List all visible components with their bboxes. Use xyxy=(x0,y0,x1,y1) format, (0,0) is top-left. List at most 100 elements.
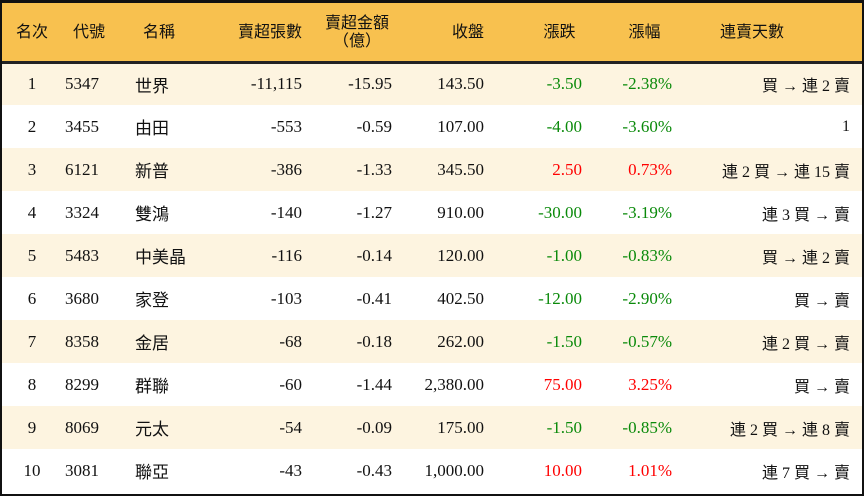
cell-name: 聯亞 xyxy=(135,463,169,482)
table-row[interactable]: 10 3081 聯亞 -43 -0.43 1,000.00 10.00 1.01% 連 7 買 … xyxy=(2,449,862,492)
header-name: 名稱 xyxy=(143,21,176,41)
header-change-pct: 漲幅 xyxy=(628,21,661,41)
table-row[interactable]: 4 3324 雙鴻 -140 -1.27 910.00 -30.00 -3.19% 連 3 買 … xyxy=(2,191,862,234)
cell-change: -1.50 xyxy=(546,417,582,437)
table-row[interactable]: 8 8299 群聯 -60 -1.44 2,380.00 75.00 3.25% 買 → 賣 xyxy=(2,363,862,406)
cell-close: 910.00 xyxy=(437,202,484,222)
cell-code: 6121 xyxy=(65,159,99,179)
cell-code: 3081 xyxy=(65,460,99,480)
cell-change-pct: -0.57% xyxy=(622,331,672,351)
cell-close: 120.00 xyxy=(437,245,484,265)
cell-net-sell-amount: -0.09 xyxy=(356,417,392,437)
cell-change: -4.00 xyxy=(546,116,582,136)
header-row: 名次 代號 名稱 賣超張數 賣超金額 （億） 收盤 漲跌 漲幅 連賣天數 xyxy=(2,3,862,62)
table-row[interactable]: 7 8358 金居 -68 -0.18 262.00 -1.50 -0.57% 連 2 買 → … xyxy=(2,320,862,363)
cell-rank: 2 xyxy=(27,116,37,136)
cell-name: 元太 xyxy=(135,420,169,439)
cell-net-sell-amount: -0.43 xyxy=(356,460,392,480)
header-net-sell-amount: 賣超金額 （億） xyxy=(302,3,392,62)
cell-close: 1,000.00 xyxy=(424,460,485,480)
header-net-sell-lots: 賣超張數 xyxy=(237,21,302,41)
cell-net-sell-amount: -0.59 xyxy=(356,116,392,136)
cell-net-sell-amount: -15.95 xyxy=(348,74,392,94)
table-row[interactable]: 5 5483 中美晶 -116 -0.14 120.00 -1.00 -0.83% 買 → 連 … xyxy=(2,234,862,277)
cell-net-sell-lots: -140 xyxy=(270,202,302,222)
header-code: 代號 xyxy=(73,21,106,41)
cell-close: 2,380.00 xyxy=(424,374,485,394)
cell-code: 3455 xyxy=(65,116,99,136)
cell-close: 262.00 xyxy=(437,331,484,351)
cell-consecutive-days: 連 7 買 → 賣 xyxy=(761,464,850,482)
cell-net-sell-lots: -553 xyxy=(270,116,302,136)
header-rank: 名次 xyxy=(15,21,48,41)
cell-code: 8069 xyxy=(65,417,99,437)
cell-rank: 1 xyxy=(27,74,37,94)
cell-name: 雙鴻 xyxy=(135,205,169,224)
cell-net-sell-amount: -0.18 xyxy=(356,331,392,351)
cell-code: 8358 xyxy=(65,331,99,351)
cell-rank: 3 xyxy=(27,159,37,179)
cell-name: 金居 xyxy=(135,334,169,353)
cell-consecutive-days: 買 → 連 2 賣 xyxy=(761,78,850,96)
table-row[interactable]: 6 3680 家登 -103 -0.41 402.50 -12.00 -2.90% 買 → 賣 xyxy=(2,277,862,320)
cell-net-sell-lots: -60 xyxy=(279,374,302,394)
cell-name: 家登 xyxy=(135,291,169,310)
cell-net-sell-lots: -386 xyxy=(270,159,302,179)
cell-close: 175.00 xyxy=(437,417,484,437)
cell-change-pct: -3.60% xyxy=(622,116,672,136)
cell-rank: 10 xyxy=(23,460,41,480)
cell-change-pct: 0.73% xyxy=(628,159,672,179)
cell-change: -3.50 xyxy=(546,74,582,94)
cell-net-sell-amount: -0.14 xyxy=(356,245,392,265)
cell-change: -30.00 xyxy=(538,202,582,222)
cell-change-pct: -2.90% xyxy=(622,288,672,308)
cell-rank: 7 xyxy=(27,331,37,351)
cell-net-sell-lots: -11,115 xyxy=(250,74,302,94)
cell-net-sell-amount: -0.41 xyxy=(356,288,392,308)
cell-close: 402.50 xyxy=(437,288,484,308)
cell-consecutive-days: 連 2 買 → 連 15 賣 xyxy=(721,163,850,181)
cell-consecutive-days: 連 3 買 → 賣 xyxy=(761,206,850,224)
cell-rank: 4 xyxy=(27,202,37,222)
cell-name: 新普 xyxy=(135,162,169,181)
sell-ranking-table: 名次 代號 名稱 賣超張數 賣超金額 （億） 收盤 漲跌 漲幅 連賣天數 1 534… xyxy=(2,3,862,492)
table-row[interactable]: 9 8069 元太 -54 -0.09 175.00 -1.50 -0.85% 連 2 買 → … xyxy=(2,406,862,449)
cell-name: 由田 xyxy=(135,119,169,138)
table-row[interactable]: 2 3455 由田 -553 -0.59 107.00 -4.00 -3.60% 1 xyxy=(2,105,862,148)
table-row[interactable]: 3 6121 新普 -386 -1.33 345.50 2.50 0.73% 連 2 買 → 連… xyxy=(2,148,862,191)
cell-name: 中美晶 xyxy=(135,248,186,267)
header-amount-unit: （億） xyxy=(332,30,381,50)
cell-net-sell-lots: -68 xyxy=(279,331,302,351)
header-amount-label: 賣超金額 xyxy=(324,12,389,32)
cell-change-pct: 3.25% xyxy=(628,374,672,394)
cell-code: 3680 xyxy=(65,288,99,308)
cell-consecutive-days: 1 xyxy=(842,117,850,135)
cell-rank: 9 xyxy=(27,417,37,437)
cell-close: 345.50 xyxy=(437,159,484,179)
cell-name: 世界 xyxy=(135,76,169,96)
cell-net-sell-amount: -1.44 xyxy=(356,374,392,394)
cell-net-sell-amount: -1.33 xyxy=(356,159,392,179)
cell-net-sell-lots: -116 xyxy=(271,245,302,265)
cell-name: 群聯 xyxy=(135,377,169,396)
cell-net-sell-lots: -103 xyxy=(270,288,302,308)
header-close: 收盤 xyxy=(451,21,484,41)
cell-consecutive-days: 買 → 賣 xyxy=(793,292,850,310)
cell-code: 5483 xyxy=(65,245,99,265)
cell-rank: 5 xyxy=(27,245,37,265)
cell-change-pct: 1.01% xyxy=(628,460,672,480)
cell-change-pct: -0.85% xyxy=(622,417,672,437)
table-row[interactable]: 1 5347 世界 -11,115 -15.95 143.50 -3.50 -2.38% 買 →… xyxy=(2,62,862,105)
cell-close: 143.50 xyxy=(437,74,484,94)
cell-close: 107.00 xyxy=(437,116,484,136)
cell-change: -1.00 xyxy=(546,245,582,265)
cell-change: 75.00 xyxy=(543,374,582,394)
cell-change-pct: -2.38% xyxy=(622,74,672,94)
cell-rank: 6 xyxy=(27,288,37,308)
cell-code: 3324 xyxy=(65,202,99,222)
cell-change: -12.00 xyxy=(538,288,582,308)
cell-change: 10.00 xyxy=(543,460,582,480)
cell-rank: 8 xyxy=(27,374,37,394)
cell-change-pct: -3.19% xyxy=(622,202,672,222)
